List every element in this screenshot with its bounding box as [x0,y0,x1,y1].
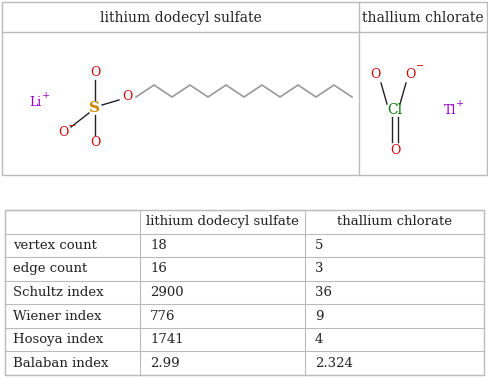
Text: O: O [58,127,68,139]
Text: lithium dodecyl sulfate: lithium dodecyl sulfate [146,215,298,228]
Text: −: − [415,62,423,71]
Text: 1741: 1741 [150,333,183,346]
Text: Balaban index: Balaban index [13,357,108,370]
Text: edge count: edge count [13,263,87,276]
Text: 5: 5 [314,239,323,252]
Text: 2900: 2900 [150,286,183,299]
Text: O: O [404,68,414,81]
Text: O: O [122,90,132,103]
Text: O: O [90,136,100,149]
Text: vertex count: vertex count [13,239,97,252]
Text: 18: 18 [150,239,166,252]
Text: S: S [89,101,101,115]
Text: 2.324: 2.324 [314,357,352,370]
Text: 4: 4 [314,333,323,346]
Text: 3: 3 [314,263,323,276]
Text: Hosoya index: Hosoya index [13,333,103,346]
Text: +: + [42,92,50,100]
Text: +: + [455,98,463,108]
Text: 9: 9 [314,310,323,323]
Text: Cl: Cl [386,103,402,117]
Bar [5,210,483,375]
Text: lithium dodecyl sulfate: lithium dodecyl sulfate [100,11,261,25]
Text: Wiener index: Wiener index [13,310,102,323]
Text: 2.99: 2.99 [150,357,179,370]
Text: thallium chlorate: thallium chlorate [336,215,451,228]
Bar [2,2,486,175]
Text: Tl: Tl [443,103,455,117]
Text: 16: 16 [150,263,166,276]
Text: O: O [389,144,399,157]
Text: −: − [68,122,76,130]
Text: 36: 36 [314,286,331,299]
Text: 776: 776 [150,310,175,323]
Text: Li: Li [29,97,41,109]
Text: Schultz index: Schultz index [13,286,103,299]
Text: thallium chlorate: thallium chlorate [362,11,483,25]
Text: O: O [369,68,379,81]
Text: O: O [90,65,100,79]
